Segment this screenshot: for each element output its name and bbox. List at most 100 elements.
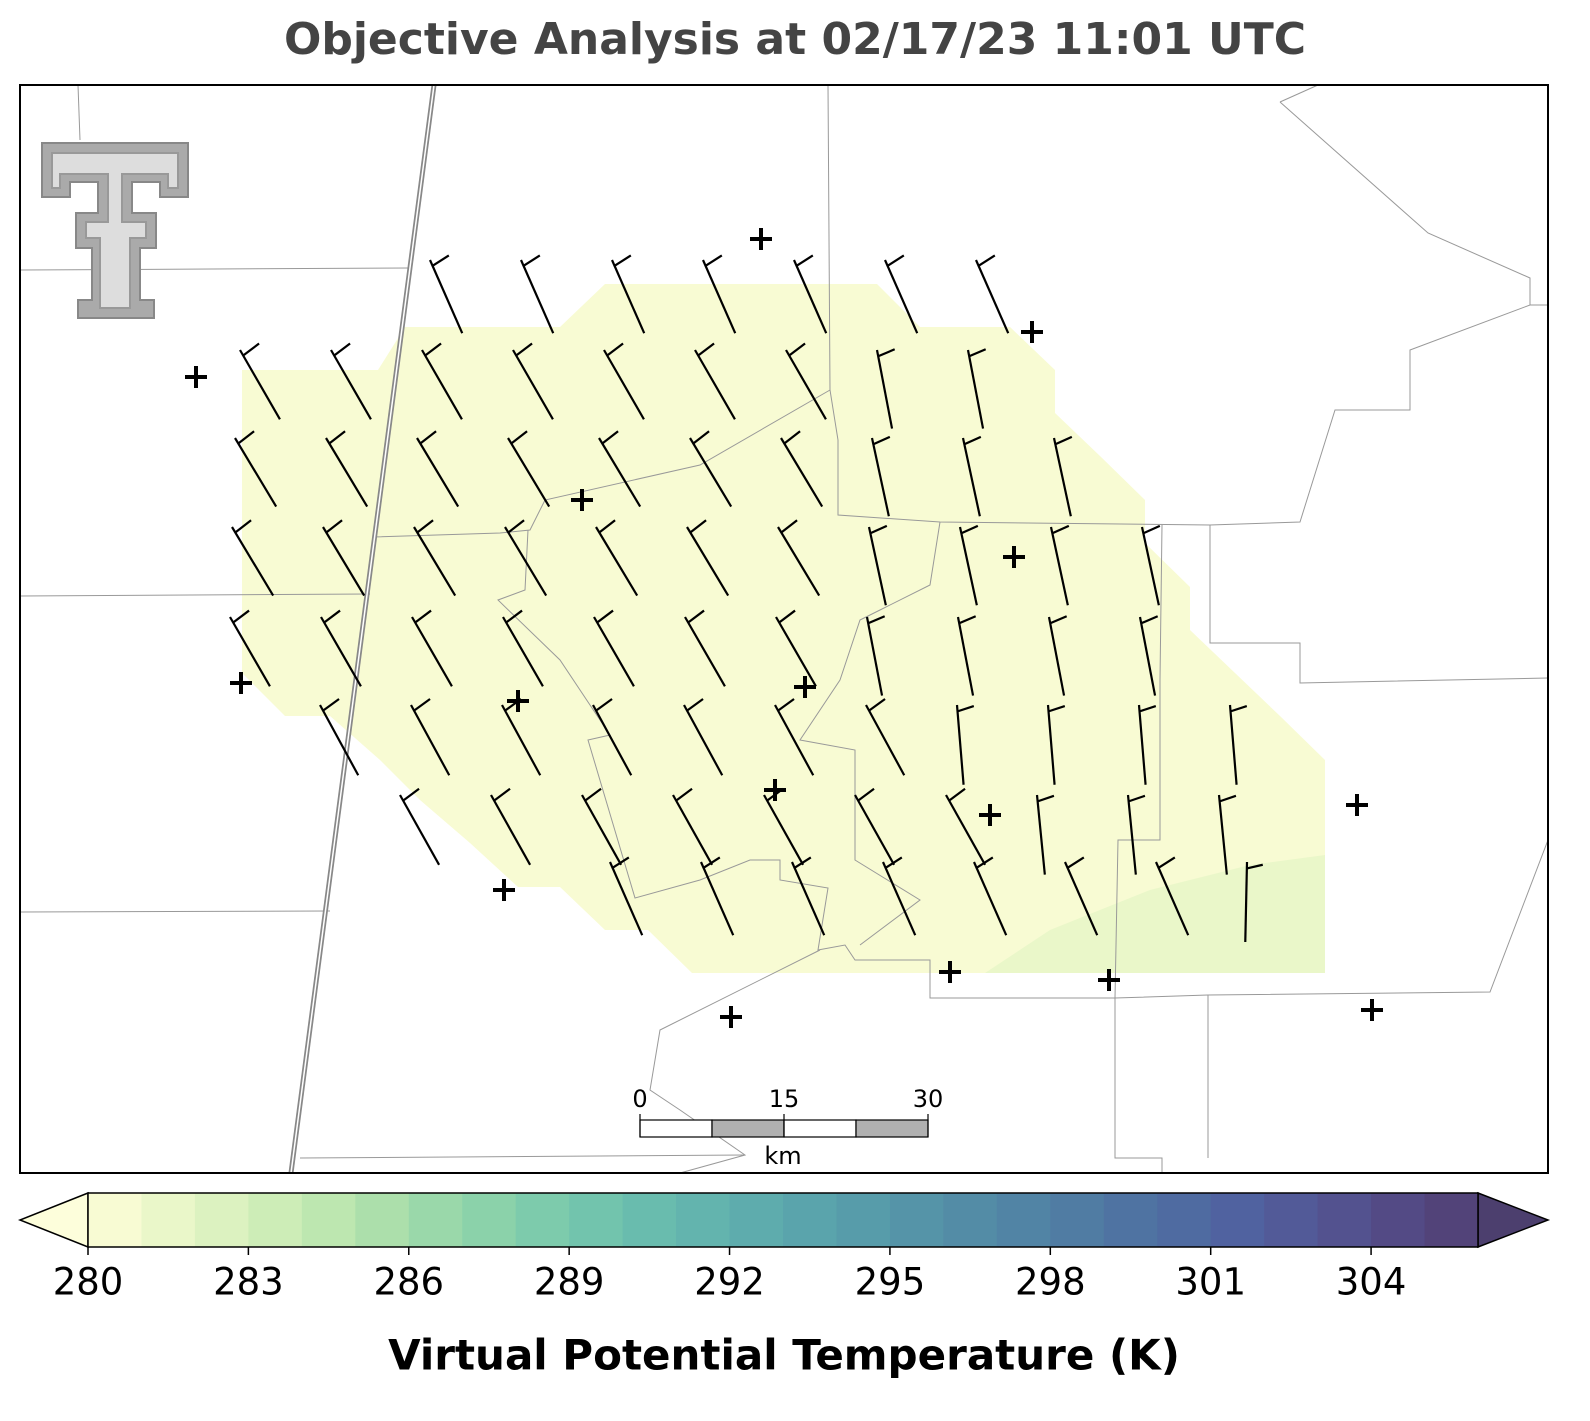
- colorbar-segment: [1317, 1193, 1372, 1247]
- barb-staff: [1228, 704, 1238, 785]
- barb-staff: [519, 259, 555, 334]
- barb-flag: [868, 698, 886, 712]
- barb-flag: [1128, 794, 1146, 803]
- barb-flag: [431, 254, 450, 267]
- barb-flag: [613, 254, 632, 267]
- barb-flag: [968, 348, 987, 358]
- barb-flag: [419, 430, 437, 445]
- barb-staff: [1154, 861, 1190, 936]
- barb-staff: [1052, 437, 1072, 517]
- station: [939, 961, 961, 983]
- barb-staff: [598, 437, 642, 508]
- colorbar-over: [1477, 1191, 1551, 1249]
- barb-flag: [325, 519, 343, 534]
- barb-staff: [504, 526, 548, 597]
- barb-staff: [319, 704, 360, 776]
- barb-staff: [774, 704, 815, 776]
- barb-flag: [507, 519, 525, 534]
- barb-staff: [966, 349, 985, 429]
- title: Objective Analysis at 02/17/23 11:01 UTC: [284, 14, 1306, 65]
- barb-staff: [792, 259, 828, 334]
- barb-flag: [424, 342, 442, 357]
- barb-flag: [234, 519, 252, 534]
- barb-flag: [505, 609, 523, 624]
- colorbar-segment: [408, 1193, 463, 1247]
- colorbar-segment: [943, 1193, 998, 1247]
- station: [1098, 969, 1120, 991]
- barb-staff: [231, 526, 275, 597]
- barb-flag: [958, 615, 977, 625]
- barb-staff: [325, 437, 369, 508]
- barb-flag: [601, 430, 619, 445]
- scale-unit: km: [764, 1142, 801, 1170]
- barb-flag: [242, 342, 260, 357]
- scale-label: 15: [769, 1085, 800, 1113]
- barb-staff: [410, 704, 451, 776]
- colorbar-segment: [622, 1193, 677, 1247]
- barb-flag: [510, 430, 528, 445]
- map-frame: [19, 84, 1549, 1174]
- barb-staff: [883, 259, 919, 334]
- colorbar-segment: [996, 1193, 1051, 1247]
- barb-flag: [232, 609, 250, 624]
- station: [230, 672, 252, 694]
- barb-flag: [611, 856, 630, 869]
- barb-flag: [783, 430, 801, 445]
- barb-flag: [686, 698, 704, 712]
- barb-staff: [330, 349, 372, 420]
- barb-staff: [593, 616, 635, 687]
- barb-staff: [490, 794, 532, 866]
- barb-flag: [957, 705, 975, 713]
- barb-staff: [961, 437, 981, 517]
- barb-staff: [701, 259, 737, 334]
- map: km 0 15 30: [19, 84, 1549, 1174]
- barb-flag: [867, 615, 886, 625]
- logo: [41, 142, 189, 319]
- colorbar-segment: [1103, 1193, 1158, 1247]
- barb-flag: [1066, 856, 1085, 869]
- barb-staff: [865, 704, 906, 776]
- barb-staff: [763, 794, 805, 866]
- barb-staff: [239, 349, 281, 420]
- barb-flag: [413, 698, 431, 712]
- barb-staff: [972, 861, 1008, 936]
- barb-staff: [320, 616, 362, 687]
- barb-staff: [411, 616, 453, 687]
- station: [185, 366, 207, 388]
- barb-flag: [416, 519, 434, 534]
- barb-flag: [522, 254, 541, 267]
- scale-bar: km 0 15 30: [632, 1085, 943, 1170]
- barb-flag: [1157, 856, 1176, 869]
- barb-flag: [704, 254, 723, 267]
- barb-flag: [869, 524, 888, 535]
- stations: [185, 228, 1383, 1028]
- barb-flag: [778, 609, 796, 624]
- barb-staff: [790, 861, 826, 936]
- colorbar-segment: [462, 1193, 517, 1247]
- colorbar-segment: [194, 1193, 249, 1247]
- barb-flag: [1048, 705, 1066, 713]
- barb-staff: [689, 437, 733, 508]
- barb-flag: [886, 254, 905, 267]
- station: [1021, 321, 1043, 343]
- barb-staff: [699, 861, 735, 936]
- scale-segment: [783, 1119, 857, 1138]
- barb-flag: [963, 435, 982, 446]
- barb-flag: [1140, 615, 1159, 625]
- barb-flag: [702, 856, 721, 869]
- colorbar-segment: [515, 1193, 570, 1247]
- barb-staff: [610, 259, 646, 334]
- scale-label: 0: [632, 1085, 647, 1113]
- analysis-field-warm: [985, 855, 1325, 973]
- colorbar-segment: [248, 1193, 303, 1247]
- barb-flag: [795, 254, 814, 267]
- barb-flag: [872, 435, 891, 446]
- barb-staff: [1217, 794, 1228, 875]
- colorbar-tick-label: 280: [53, 1261, 124, 1304]
- barb-staff: [428, 259, 464, 334]
- barb-flag: [977, 254, 996, 267]
- barb-staff: [421, 349, 463, 420]
- barb-flag: [237, 430, 255, 445]
- barb-staff: [694, 349, 736, 420]
